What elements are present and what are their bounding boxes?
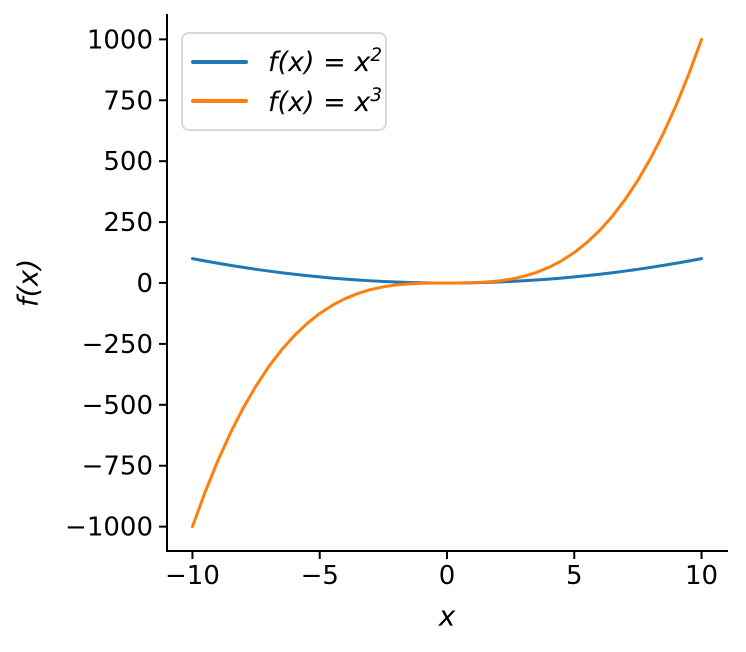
x-axis-label: x: [438, 599, 456, 633]
legend-line-sample-x-squared: [191, 59, 248, 64]
y-tick-label: 250: [103, 208, 153, 238]
legend: f(x) = x2 f(x) = x3: [181, 32, 387, 131]
axis-spines: [166, 14, 728, 552]
x-tick-label: 0: [439, 561, 456, 591]
y-tick-label: 750: [103, 86, 153, 116]
y-tick-label: 1000: [87, 25, 153, 55]
legend-line-sample-x-cubed: [191, 99, 248, 104]
x-tick-label: 5: [566, 561, 583, 591]
x-tick-label: −10: [165, 561, 220, 591]
y-axis-label: f(x): [11, 258, 45, 308]
line-series-x-squared: [190, 257, 704, 285]
x-tick-label: 10: [685, 561, 718, 591]
y-tick-label: −1000: [65, 513, 153, 543]
legend-item-x-squared: f(x) = x2: [191, 47, 382, 76]
legend-label-x-cubed: f(x) = x3: [268, 84, 383, 118]
y-tick-label: −250: [82, 330, 153, 360]
legend-item-x-cubed: f(x) = x3: [191, 86, 382, 116]
x-tick-label: −5: [301, 561, 339, 591]
y-tick-label: −500: [82, 391, 153, 421]
y-tick-label: 500: [103, 147, 153, 177]
line-series-x-cubed: [190, 37, 704, 529]
y-tick-label: 0: [136, 269, 153, 299]
legend-label-x-squared: f(x) = x2: [268, 45, 383, 79]
y-tick-label: −750: [82, 452, 153, 482]
